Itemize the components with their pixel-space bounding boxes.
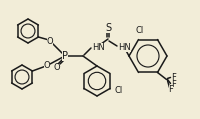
Text: Cl: Cl — [135, 26, 144, 35]
Text: O: O — [54, 64, 60, 72]
Text: F: F — [172, 80, 176, 89]
Text: F: F — [172, 73, 176, 82]
Text: O: O — [44, 60, 50, 69]
Text: Cl: Cl — [115, 86, 123, 95]
Text: P: P — [62, 51, 68, 61]
Text: O: O — [47, 37, 53, 45]
Text: HN: HN — [118, 42, 131, 52]
Text: HN: HN — [92, 42, 105, 52]
Text: S: S — [105, 23, 111, 33]
Text: F: F — [168, 85, 173, 94]
